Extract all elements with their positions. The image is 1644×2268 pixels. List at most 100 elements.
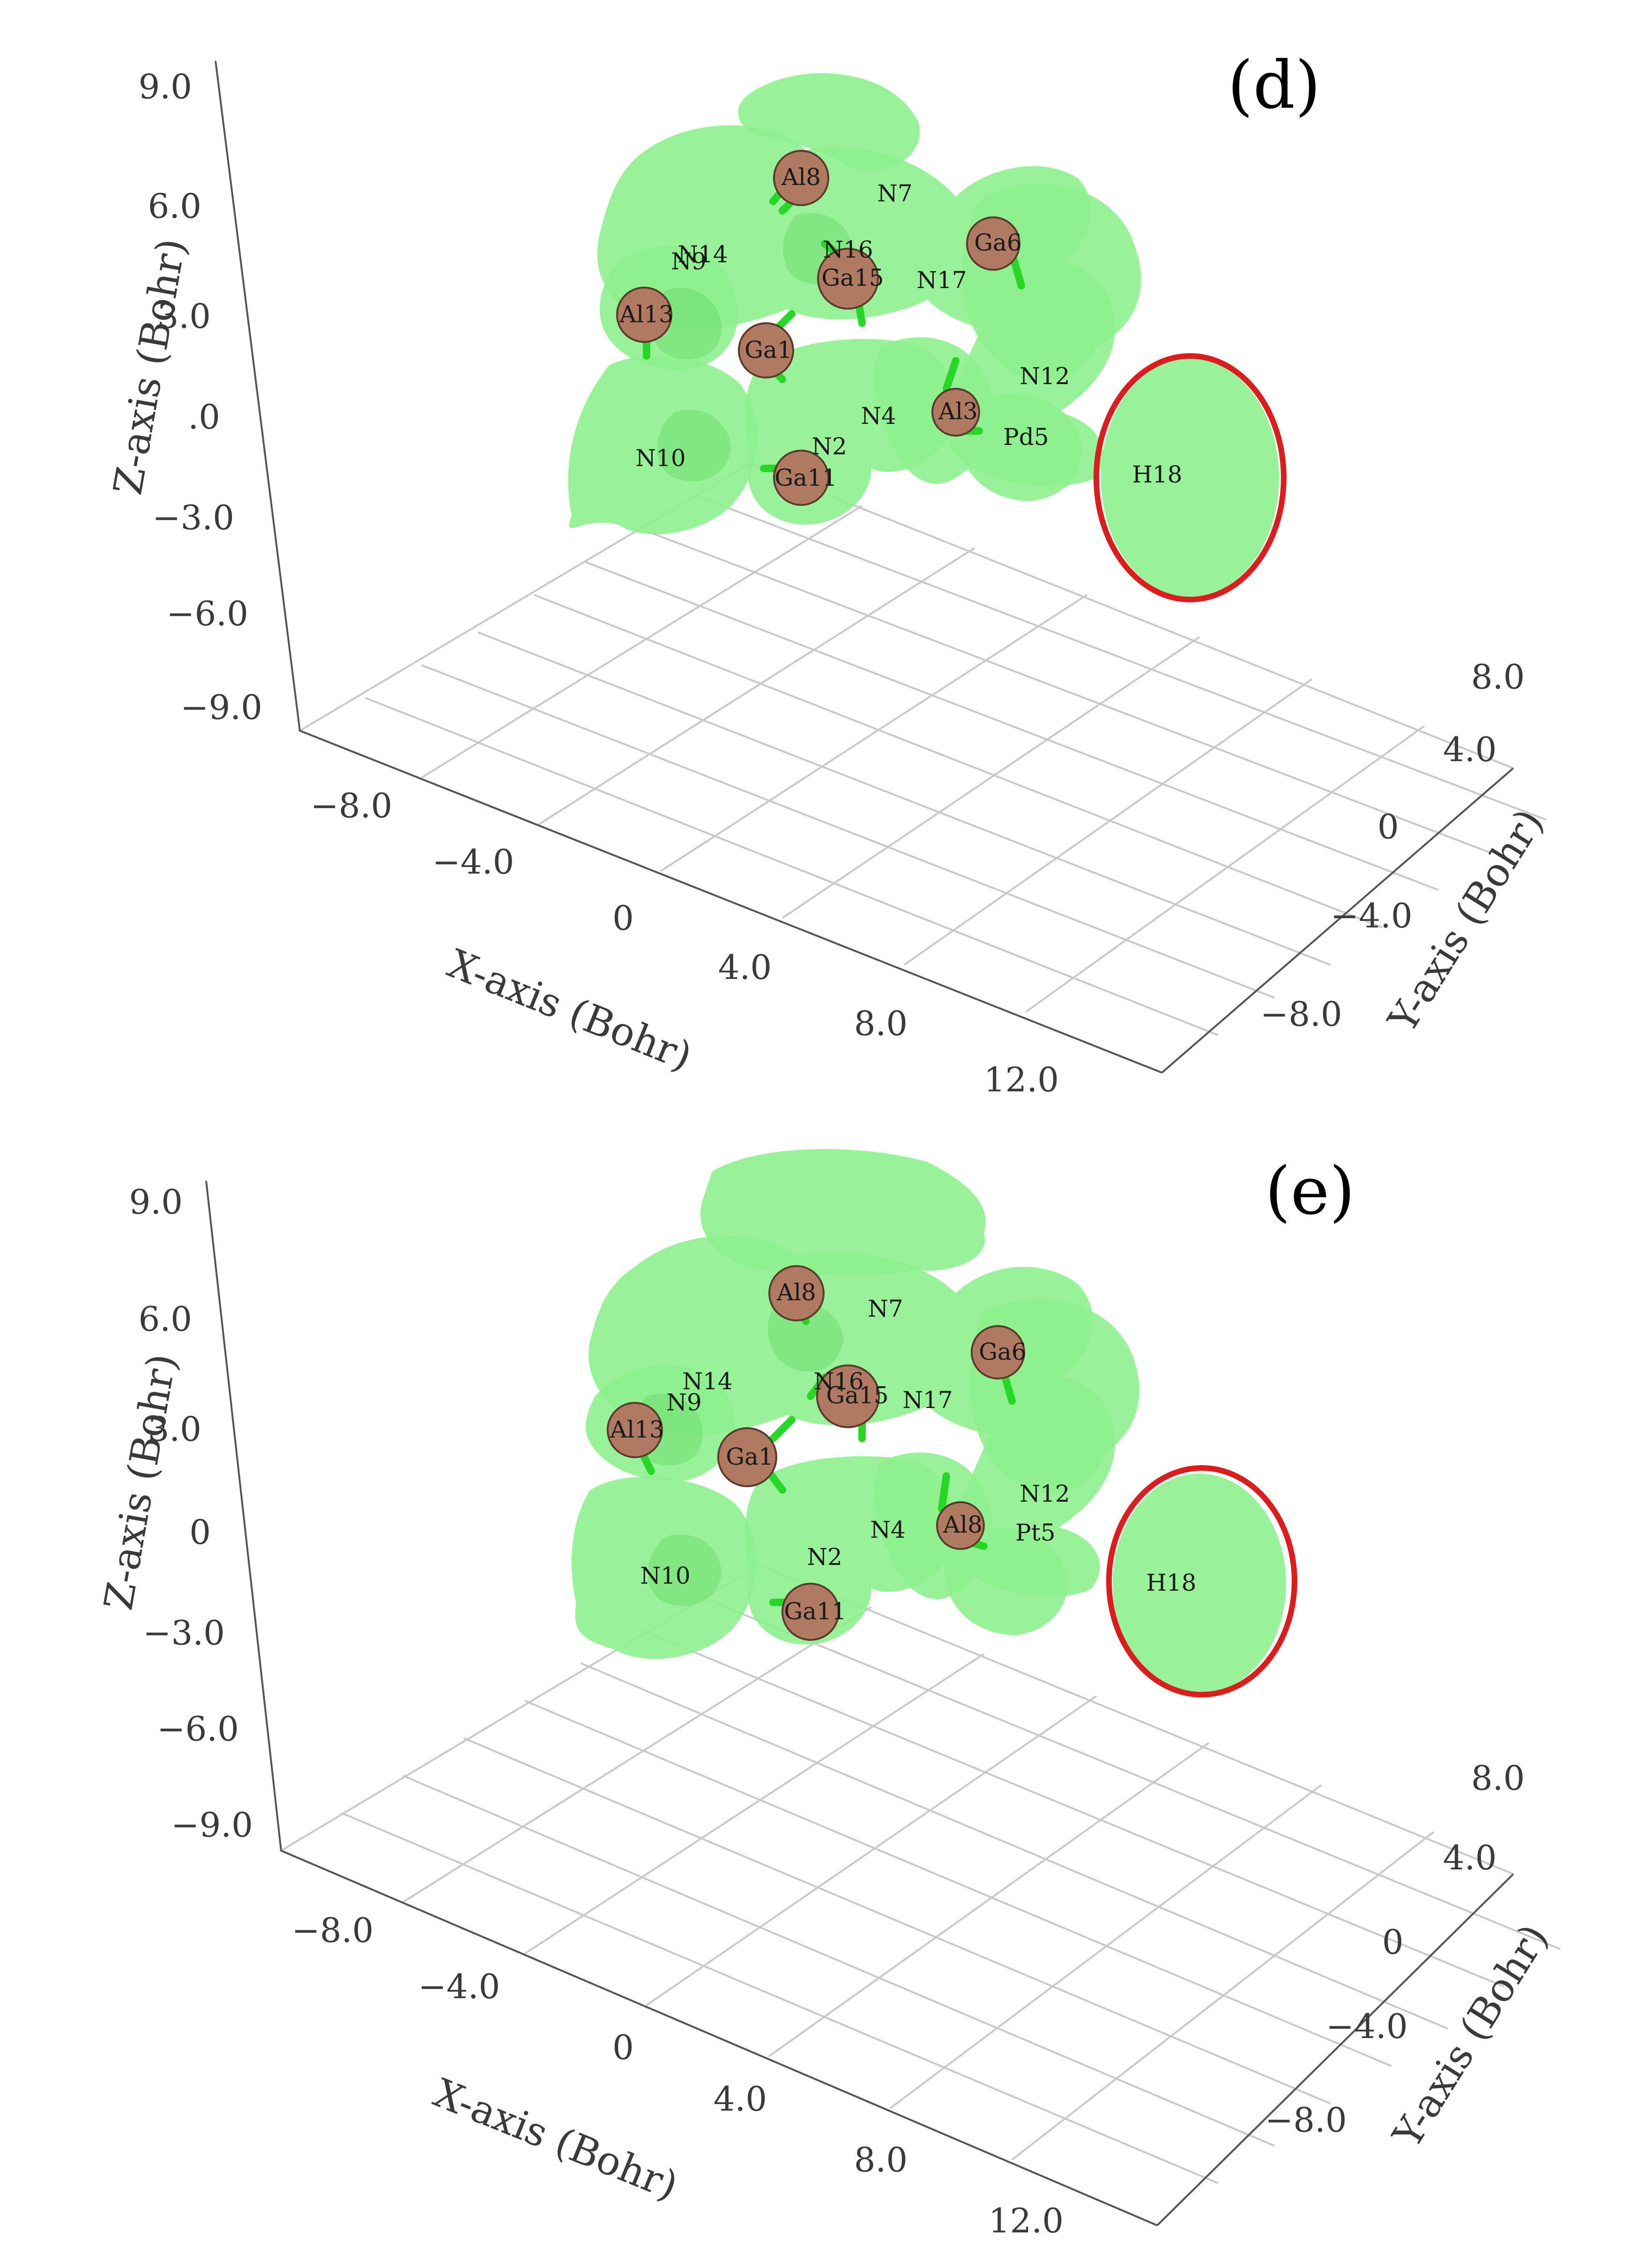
atom-labels: Al8 N7 Ga6 N14 N9 N16 Ga15 N17 Al13 Ga1 …: [610, 1279, 1196, 1625]
atom-label-n17: N17: [902, 1386, 952, 1414]
y-tick: 0: [1382, 1922, 1404, 1962]
atoms: [607, 1265, 1025, 1641]
panel-d: 9.0 6.0 3.0 .0 −3.0 −6.0 −9.0 Z-axis (Bo…: [104, 47, 1552, 1099]
atom-label-ga11: Ga11: [784, 1598, 846, 1625]
z-axis-title: Z-axis (Bohr): [95, 1350, 186, 1614]
panel-e: 9.0 6.0 3.0 0 −3.0 −6.0 −9.0 Z-axis (Boh…: [95, 1149, 1561, 2240]
atom-label-m5: Pt5: [1015, 1519, 1056, 1546]
atom-al8: [768, 1265, 825, 1321]
x-tick: 0: [612, 2028, 634, 2067]
atoms: [616, 150, 1020, 506]
atom-al13: [616, 287, 672, 343]
atom-label-ga15: Ga15: [826, 1382, 888, 1409]
atom-ga11: [773, 450, 829, 506]
atom-al3: [936, 1501, 985, 1550]
atom-label-n16: N16: [823, 236, 873, 263]
z-tick: −3.0: [152, 498, 234, 537]
y-tick: 4.0: [1443, 730, 1497, 769]
x-tick: −4.0: [432, 842, 514, 882]
panel-label: (d): [1227, 47, 1321, 124]
y-tick: −4.0: [1331, 896, 1413, 935]
grid-floor: [280, 1564, 1561, 2226]
atom-label-n12: N12: [1019, 363, 1070, 390]
atom-label-n14: N14: [682, 1368, 732, 1395]
z-tick: 6.0: [138, 1299, 192, 1339]
x-axis-ticks: −8.0 −4.0 0 4.0 8.0 12.0: [311, 786, 1059, 1099]
grid-floor: [299, 463, 1547, 1074]
x-tick: −8.0: [311, 786, 393, 825]
atom-ga6: [971, 1325, 1025, 1379]
atom-label-al13: Al13: [619, 301, 674, 328]
x-tick: 8.0: [854, 2140, 908, 2179]
y-tick: −8.0: [1260, 994, 1342, 1034]
panel-label: (e): [1265, 1153, 1355, 1230]
z-tick: −6.0: [157, 1709, 239, 1749]
atom-label-n16: N16: [813, 1368, 863, 1395]
z-tick: −3.0: [143, 1613, 225, 1653]
atom-al3: [931, 388, 980, 437]
atom-label-ga11: Ga11: [774, 464, 837, 491]
atom-ga11: [781, 1583, 840, 1641]
atom-ga1: [717, 1427, 777, 1487]
highlight-circle: [1094, 353, 1287, 602]
y-axis-line: [1161, 767, 1514, 1074]
z-tick: −9.0: [180, 688, 262, 727]
atom-label-al3: Al3: [938, 398, 978, 425]
atom-label-ga6: Ga6: [974, 229, 1022, 256]
z-tick: 3.0: [157, 296, 211, 336]
atom-label-n4: N4: [861, 402, 896, 430]
x-tick: 12.0: [989, 2201, 1064, 2240]
axis-frame: [205, 1180, 1158, 2226]
atom-label-al3: Al8: [943, 1511, 982, 1538]
x-tick: 4.0: [714, 2079, 767, 2119]
atom-labels: Al8 N7 Ga6 N14 N9 N16 Ga15 N17 Al13 Ga1 …: [619, 163, 1182, 491]
atom-label-ga1: Ga1: [744, 336, 792, 363]
atom-ga1: [738, 322, 794, 378]
x-axis-ticks: −8.0 −4.0 0 4.0 8.0 12.0: [292, 1911, 1064, 2240]
atom-label-ga6: Ga6: [979, 1338, 1027, 1365]
z-tick: 9.0: [129, 1182, 183, 1222]
z-tick: 0: [189, 1512, 211, 1552]
y-tick: 8.0: [1471, 1758, 1525, 1798]
z-tick: −9.0: [171, 1805, 253, 1845]
y-tick: −8.0: [1265, 2100, 1347, 2140]
atom-label-n9: N9: [671, 248, 707, 275]
atom-label-al8: Al8: [776, 1279, 816, 1306]
atom-label-n10: N10: [635, 445, 685, 472]
x-tick: −8.0: [292, 1911, 374, 1950]
x-tick: 8.0: [854, 1004, 908, 1043]
y-tick: −4.0: [1326, 2007, 1408, 2046]
h18-region: [1106, 1465, 1297, 1697]
x-tick: −4.0: [418, 1967, 500, 2006]
z-tick: 9.0: [138, 67, 192, 106]
atom-label-n7: N7: [868, 1295, 903, 1322]
z-axis-ticks: 9.0 6.0 3.0 .0 −3.0 −6.0 −9.0: [138, 67, 262, 727]
y-tick: 4.0: [1443, 1838, 1497, 1877]
atom-label-m5: Pd5: [1003, 423, 1049, 451]
y-axis-ticks: 8.0 4.0 0 −4.0 −8.0: [1260, 657, 1525, 1034]
atom-label-ga15: Ga15: [821, 264, 884, 291]
y-axis-ticks: 8.0 4.0 0 −4.0 −8.0: [1265, 1758, 1525, 2140]
atom-al13: [607, 1402, 663, 1458]
y-axis-title: Y-axis (Bohr): [1384, 1916, 1557, 2156]
z-tick: −6.0: [166, 594, 248, 633]
h18-region: [1094, 353, 1287, 602]
atom-ga6: [966, 216, 1020, 271]
x-tick: 4.0: [718, 948, 772, 987]
atom-label-h18: H18: [1146, 1569, 1196, 1596]
atom-label-h18: H18: [1132, 461, 1182, 488]
atom-ga15: [817, 248, 879, 310]
z-axis-ticks: 9.0 6.0 3.0 0 −3.0 −6.0 −9.0: [129, 1182, 253, 1845]
atom-label-ga1: Ga1: [726, 1443, 774, 1470]
atom-label-n10: N10: [640, 1562, 690, 1589]
atom-label-n12: N12: [1019, 1480, 1070, 1507]
atom-label-n2: N2: [811, 433, 847, 460]
atom-label-n9: N9: [666, 1389, 702, 1416]
atom-label-n2: N2: [807, 1543, 842, 1571]
x-tick: 12.0: [984, 1060, 1059, 1099]
atom-label-al8: Al8: [781, 163, 821, 191]
x-axis-title: X-axis (Bohr): [442, 941, 699, 1080]
x-tick: 0: [612, 898, 634, 938]
z-axis-title: Z-axis (Bohr): [104, 235, 195, 498]
